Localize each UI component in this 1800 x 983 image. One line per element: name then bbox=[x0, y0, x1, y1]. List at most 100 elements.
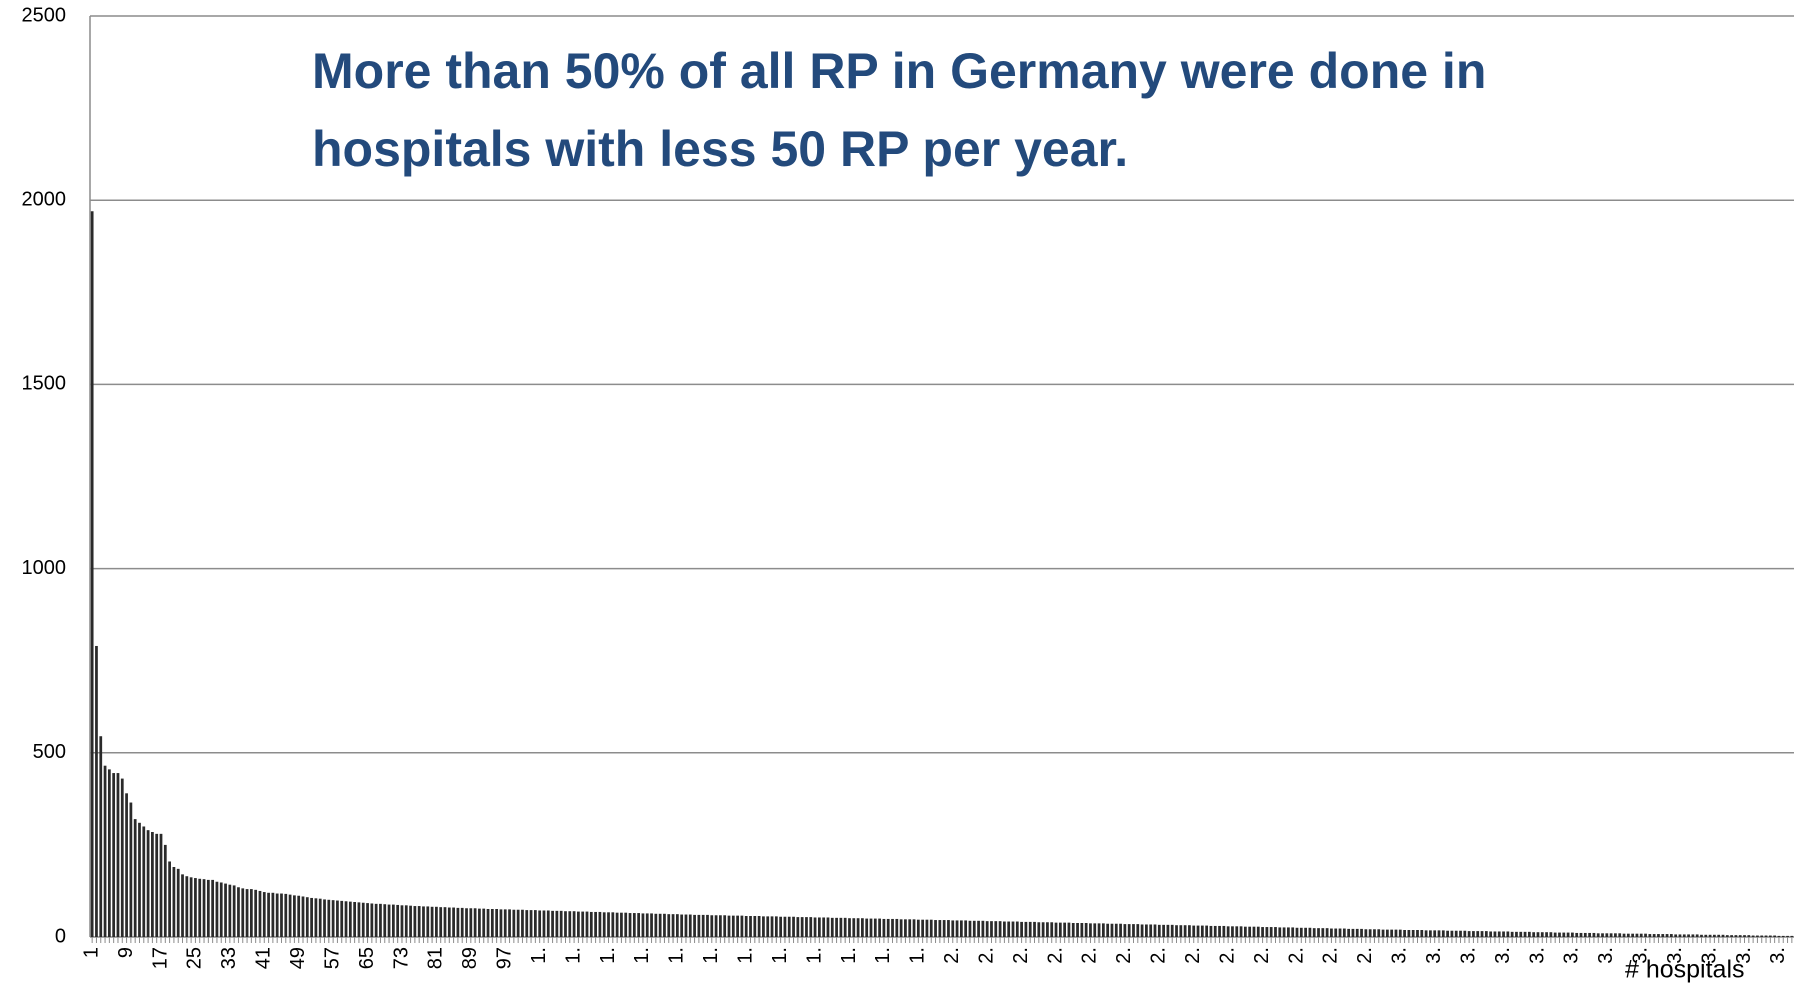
bar bbox=[249, 889, 253, 937]
bar bbox=[1050, 922, 1054, 937]
bar bbox=[400, 905, 404, 937]
bar bbox=[533, 910, 537, 937]
bar bbox=[632, 913, 636, 937]
bar bbox=[1003, 921, 1006, 937]
bar bbox=[624, 912, 628, 937]
bar bbox=[1420, 930, 1424, 937]
bar bbox=[1441, 930, 1445, 937]
bar bbox=[882, 918, 886, 937]
bar bbox=[1192, 925, 1196, 937]
bar bbox=[998, 921, 1002, 937]
x-tick-label: 73 bbox=[390, 947, 412, 969]
bar bbox=[159, 833, 163, 937]
bar bbox=[314, 898, 318, 937]
bar bbox=[744, 916, 748, 937]
bar bbox=[1480, 931, 1484, 937]
y-tick-label: 2500 bbox=[22, 4, 67, 26]
bar bbox=[667, 914, 671, 937]
bar bbox=[1188, 925, 1191, 937]
bar bbox=[1084, 923, 1088, 937]
bar bbox=[663, 913, 666, 937]
bar bbox=[1218, 925, 1221, 937]
bar bbox=[719, 915, 722, 937]
bar bbox=[1239, 926, 1243, 937]
bar bbox=[1549, 932, 1553, 937]
bar bbox=[254, 889, 258, 937]
bar bbox=[1071, 923, 1075, 937]
bar bbox=[1532, 932, 1536, 937]
bar bbox=[206, 879, 210, 937]
bar bbox=[1523, 931, 1527, 937]
bar bbox=[163, 844, 167, 937]
bar bbox=[1575, 932, 1579, 937]
bar bbox=[293, 895, 296, 937]
bar bbox=[1622, 933, 1626, 937]
bar bbox=[611, 912, 615, 937]
bar bbox=[1015, 921, 1019, 937]
bar bbox=[391, 904, 395, 937]
x-tick-label: 57 bbox=[321, 947, 343, 969]
bar bbox=[486, 909, 490, 937]
bar bbox=[947, 920, 950, 937]
bar bbox=[1596, 933, 1600, 937]
bar bbox=[1592, 932, 1596, 937]
bar bbox=[1631, 933, 1635, 937]
bar bbox=[1153, 924, 1157, 937]
bar bbox=[172, 867, 176, 937]
bar bbox=[176, 868, 180, 937]
x-tick-label: 41 bbox=[253, 947, 275, 969]
bar bbox=[151, 832, 154, 937]
bar bbox=[1196, 925, 1200, 937]
bar bbox=[1747, 935, 1751, 937]
bar bbox=[938, 920, 942, 937]
bar bbox=[934, 920, 937, 937]
bar bbox=[1127, 924, 1131, 937]
bar bbox=[749, 916, 752, 937]
bar bbox=[374, 903, 378, 937]
bar bbox=[1351, 928, 1355, 937]
bar bbox=[275, 893, 279, 937]
bar bbox=[895, 918, 899, 937]
bar bbox=[723, 915, 727, 937]
bar bbox=[1252, 926, 1256, 937]
bar bbox=[310, 897, 313, 937]
bar bbox=[564, 911, 567, 937]
bar bbox=[1743, 935, 1746, 937]
bar bbox=[1308, 927, 1312, 937]
bar bbox=[1274, 927, 1277, 937]
bar bbox=[1235, 926, 1239, 937]
bar bbox=[1734, 935, 1738, 937]
bar bbox=[1385, 929, 1389, 937]
bar bbox=[512, 909, 516, 937]
bar bbox=[688, 914, 692, 937]
bar bbox=[245, 889, 249, 937]
bar bbox=[1657, 934, 1660, 937]
bar bbox=[1248, 926, 1252, 937]
bar bbox=[267, 892, 270, 937]
bar bbox=[1489, 931, 1493, 937]
bar bbox=[465, 908, 468, 937]
bar bbox=[1545, 932, 1548, 937]
bar bbox=[546, 910, 550, 937]
x-tick-label: 81 bbox=[425, 947, 447, 969]
bar bbox=[551, 910, 554, 937]
bar bbox=[1145, 924, 1148, 937]
bar bbox=[280, 893, 283, 937]
bar bbox=[1407, 930, 1411, 937]
bar bbox=[1713, 934, 1716, 937]
bar bbox=[822, 917, 826, 937]
bar bbox=[1738, 935, 1742, 937]
bar bbox=[1067, 922, 1071, 937]
bar bbox=[357, 902, 361, 937]
x-tick-label: 1. bbox=[803, 947, 825, 964]
bar bbox=[654, 913, 658, 937]
bar bbox=[456, 907, 460, 937]
bar bbox=[1321, 928, 1325, 937]
bar bbox=[133, 819, 137, 937]
bar bbox=[452, 907, 455, 937]
bar bbox=[774, 916, 778, 937]
bar bbox=[1773, 935, 1777, 937]
bar bbox=[353, 902, 357, 937]
bar bbox=[762, 916, 765, 937]
bar bbox=[460, 907, 464, 937]
